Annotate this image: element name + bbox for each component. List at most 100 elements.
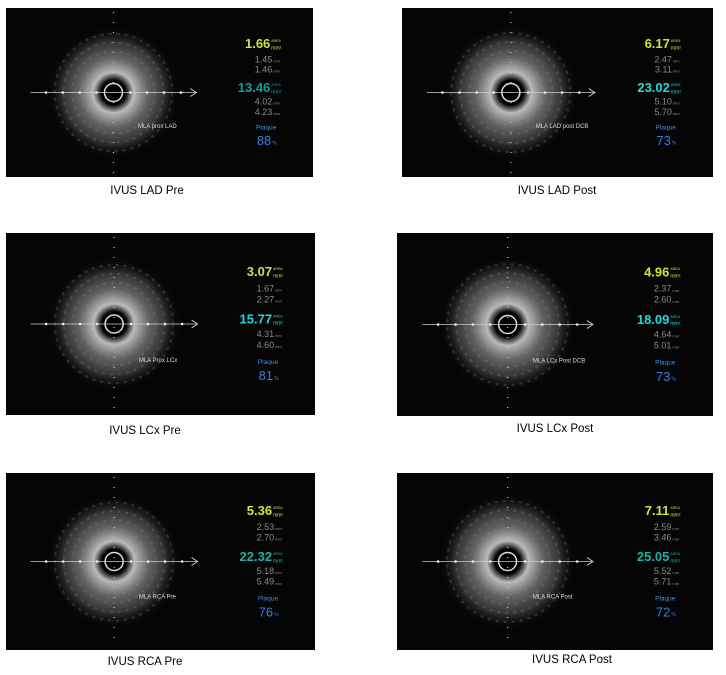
diameter: 5.49 <box>257 577 275 587</box>
area-unit: mm² <box>271 46 281 52</box>
diameter: 2.53 <box>257 522 275 532</box>
axis-dot <box>78 91 81 94</box>
diameter: 2.60 <box>654 295 672 305</box>
area-unit: mm² <box>670 512 680 518</box>
area-tag: AREA <box>273 314 283 318</box>
diameter-unit: mm <box>275 581 282 586</box>
axis-dot <box>44 91 48 94</box>
plaque-value: 88 <box>257 133 271 148</box>
diameter: 4.60 <box>257 340 275 350</box>
plaque-value: 76 <box>259 604 273 619</box>
diameter-number: 4.02 <box>255 97 273 107</box>
diameter-number: 3.11 <box>655 65 672 75</box>
axis-arrow <box>586 557 594 566</box>
caption: IVUS LAD Post <box>518 185 597 197</box>
axis-dot <box>560 91 564 94</box>
axis-dot <box>44 322 48 326</box>
diameter-unit: mm <box>275 537 282 542</box>
diameter-unit: mm <box>275 570 282 575</box>
diameter-unit: mm <box>673 58 680 63</box>
diameter-unit: mm <box>275 344 282 349</box>
area-value: 22.32 <box>240 549 273 564</box>
diameter: 2.47 <box>654 55 672 65</box>
axis-dot <box>458 91 461 94</box>
diameter: 3.46 <box>654 533 672 543</box>
area-number: 1.66 <box>245 37 270 52</box>
area-number: 4.96 <box>644 265 669 280</box>
axis-dot <box>179 91 183 94</box>
diameter-unit: mm <box>672 345 679 350</box>
plaque-unit: % <box>274 612 279 618</box>
caption: IVUS RCA Post <box>532 654 613 666</box>
diameter: 4.02 <box>255 97 273 107</box>
diameter: 2.70 <box>257 533 275 543</box>
diameter-number: 5.10 <box>654 97 672 107</box>
axis-dot <box>488 560 492 563</box>
plaque-value: 81 <box>259 368 273 383</box>
diameter-number: 4.23 <box>255 107 273 117</box>
diameter-number: 2.47 <box>654 55 672 65</box>
area-tag: AREA <box>273 552 283 556</box>
area-value: 13.46 <box>238 81 271 96</box>
diameter: 5.70 <box>654 107 672 117</box>
image-label: MLA RCA Pre <box>139 594 177 600</box>
caption: IVUS LAD Pre <box>110 185 184 197</box>
plaque-unit: % <box>672 141 677 147</box>
diameter: 2.37 <box>654 284 672 294</box>
area-unit: mm² <box>273 512 283 518</box>
diameter-number: 5.52 <box>654 566 672 576</box>
axis-dot <box>61 322 65 326</box>
axis-dot <box>146 322 150 326</box>
axis-arrow <box>190 88 198 97</box>
axis-dot <box>436 560 440 563</box>
area-value: 3.07 <box>247 264 272 279</box>
axis-arrow <box>588 88 596 97</box>
diameter: 4.64 <box>654 330 672 340</box>
axis-dot <box>471 323 475 326</box>
area-tag: AREA <box>273 267 283 271</box>
diameter-number: 2.70 <box>257 533 275 543</box>
diameter-number: 1.46 <box>255 65 273 75</box>
image-label: MLA prox LAD <box>138 124 177 130</box>
diameter: 5.01 <box>654 341 672 351</box>
area-tag: AREA <box>670 267 680 271</box>
area-value: 6.17 <box>645 37 670 52</box>
diameter-unit: mm <box>672 570 679 575</box>
diameter-unit: mm <box>672 299 679 304</box>
area-value: 15.77 <box>240 312 273 327</box>
diameter-number: 4.64 <box>654 330 672 340</box>
diameter-unit: mm <box>275 333 282 338</box>
axis-dot <box>146 560 150 563</box>
image-label: MLA LCx Post DCB <box>533 359 585 365</box>
plaque-label: Plaque <box>258 595 279 602</box>
diameter: 5.10 <box>654 97 672 107</box>
area-unit: mm² <box>273 558 283 564</box>
diameter: 1.46 <box>255 65 273 75</box>
diameter-unit: mm <box>672 581 679 586</box>
area-unit: mm² <box>271 89 281 95</box>
area-tag: AREA <box>273 506 283 510</box>
plaque-label: Plaque <box>655 360 676 367</box>
area-value: 23.02 <box>637 81 670 96</box>
area-tag: AREA <box>271 39 281 43</box>
diameter-number: 4.31 <box>257 329 275 339</box>
area-number: 25.05 <box>637 549 670 564</box>
caption: IVUS LCx Pre <box>109 425 181 437</box>
area-tag: AREA <box>670 506 680 510</box>
plaque-unit: % <box>671 377 676 383</box>
axis-dot <box>577 91 581 94</box>
axis-dot <box>163 322 167 326</box>
area-unit: mm² <box>671 46 681 52</box>
diameter-unit: mm <box>273 101 280 106</box>
axis-dot <box>44 560 48 563</box>
axis-arrow <box>191 557 199 566</box>
plaque-label: Plaque <box>656 125 677 132</box>
plaque-label: Plaque <box>256 125 277 132</box>
diameter-number: 2.59 <box>654 522 672 532</box>
axis-arrow <box>586 320 594 329</box>
diameter-number: 5.18 <box>257 566 275 576</box>
area-number: 22.32 <box>240 549 273 564</box>
diameter: 2.59 <box>654 522 672 532</box>
axis-dot <box>436 323 440 326</box>
area-unit: mm² <box>670 274 680 280</box>
